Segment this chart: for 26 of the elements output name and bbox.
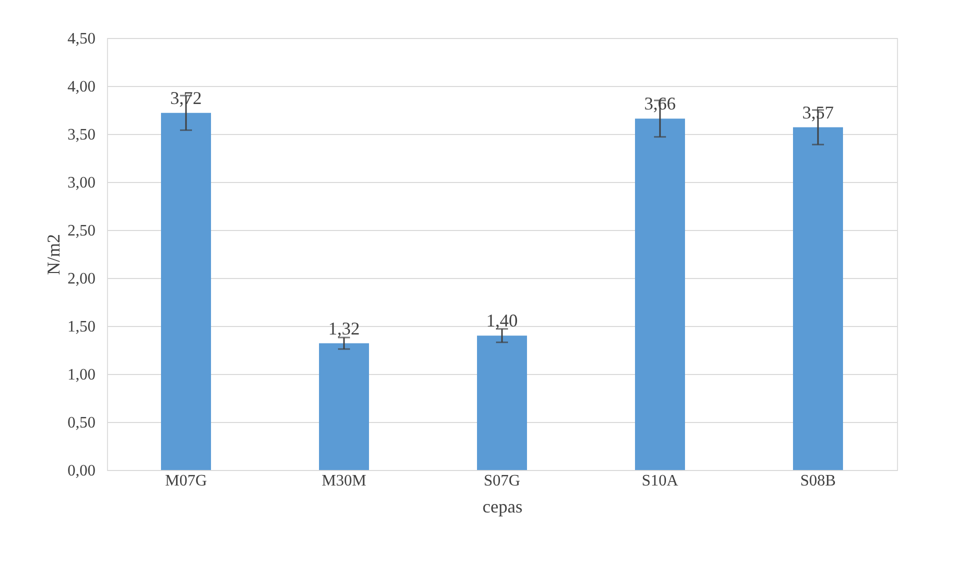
y-tick-label: 0,50 bbox=[68, 414, 96, 432]
data-label: 1,40 bbox=[486, 310, 518, 331]
data-label: 1,32 bbox=[328, 318, 360, 338]
bar bbox=[161, 112, 211, 470]
x-tick-label: M30M bbox=[322, 472, 366, 490]
y-tick-label: 4,50 bbox=[68, 30, 96, 48]
x-tick-label: M07G bbox=[165, 472, 208, 490]
x-tick-label: S07G bbox=[484, 472, 521, 490]
bar bbox=[793, 127, 843, 470]
bar bbox=[319, 343, 369, 470]
y-tick-label: 3,50 bbox=[68, 126, 96, 144]
y-tick-label: 3,00 bbox=[68, 174, 96, 192]
x-axis-title: cepas bbox=[482, 496, 522, 516]
x-tick-label: S08B bbox=[800, 472, 836, 490]
y-tick-label: 2,50 bbox=[68, 222, 96, 240]
y-tick-label: 2,00 bbox=[68, 270, 96, 288]
y-tick-label: 1,50 bbox=[68, 318, 96, 336]
bar bbox=[635, 118, 685, 470]
bar bbox=[477, 336, 527, 470]
y-axis-title: N/m2 bbox=[44, 234, 64, 276]
data-label: 3,57 bbox=[802, 102, 834, 122]
x-tick-label: S10A bbox=[642, 472, 679, 490]
y-tick-label: 4,00 bbox=[68, 78, 96, 96]
y-tick-label: 0,00 bbox=[68, 462, 96, 480]
data-label: 3,72 bbox=[170, 88, 202, 108]
y-tick-label: 1,00 bbox=[68, 366, 96, 384]
